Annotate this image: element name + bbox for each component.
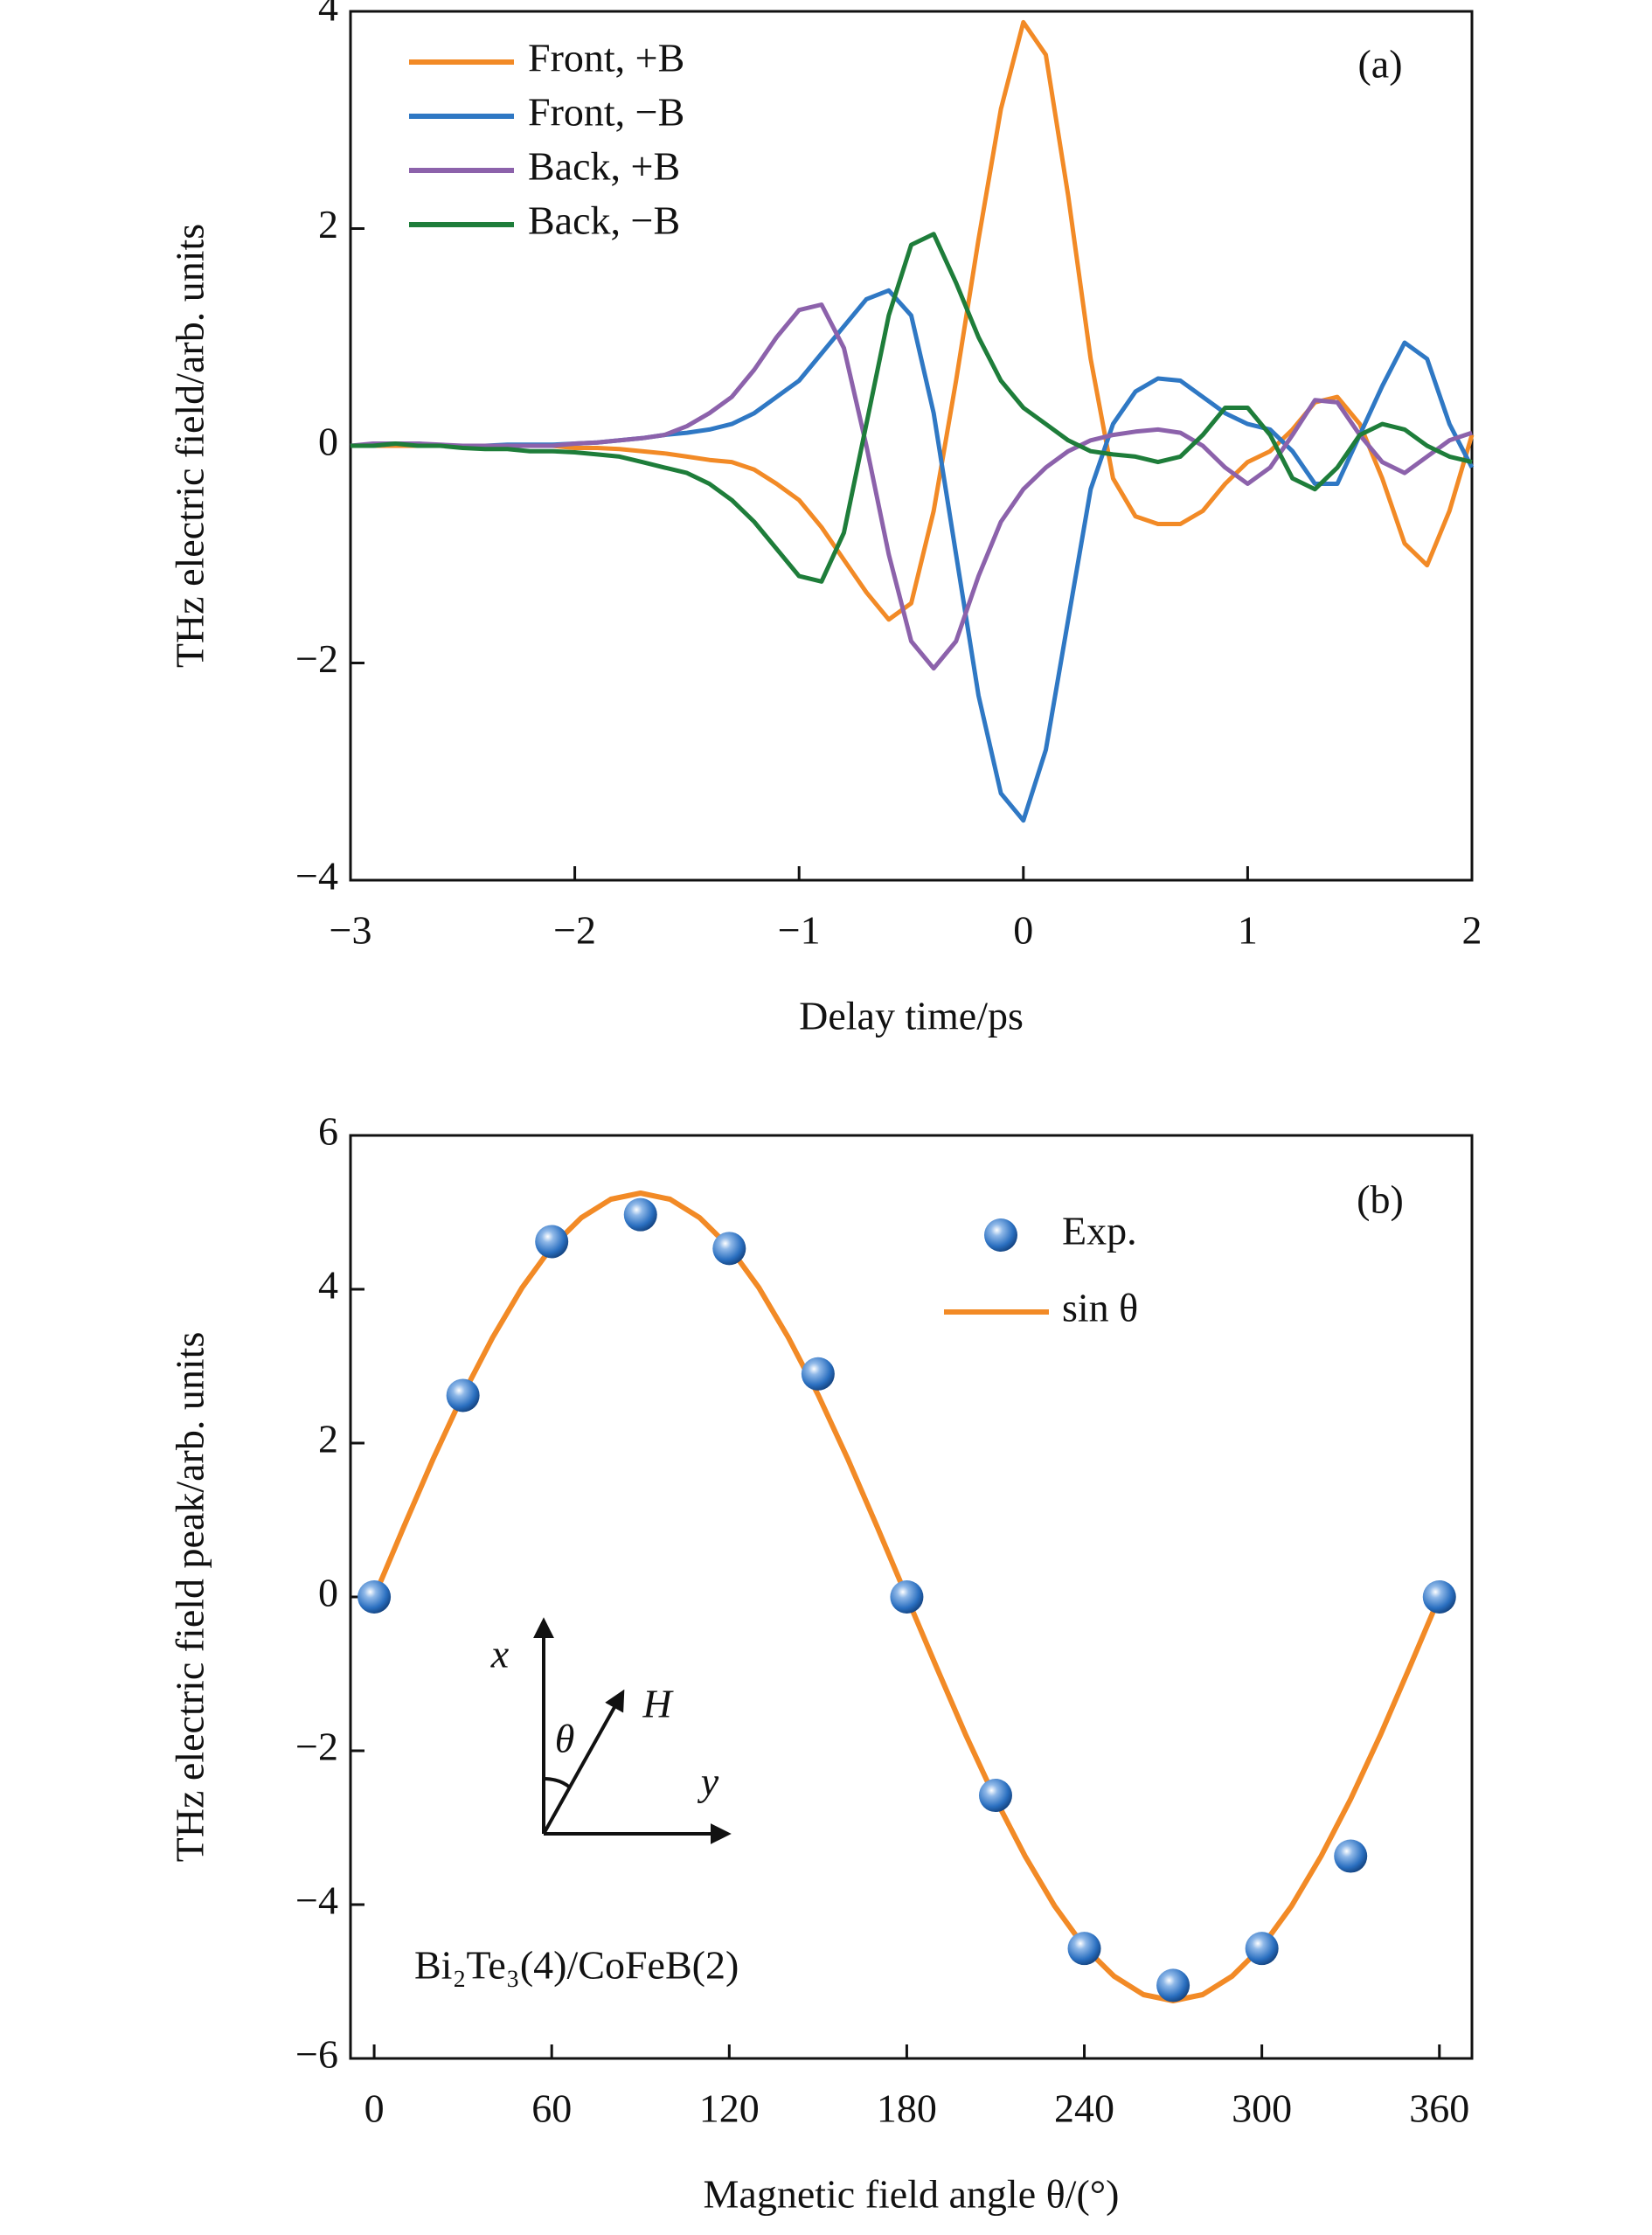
legend-label: Front, +B <box>528 36 684 80</box>
x-tick-label: 120 <box>699 2086 760 2131</box>
x-tick-label: 60 <box>531 2086 572 2131</box>
y-axis-label: THz electric field/arb. units <box>168 224 212 668</box>
data-line <box>351 232 1473 584</box>
legend-swatch <box>984 1218 1017 1252</box>
y-tick-label: −2 <box>295 1725 338 1769</box>
x-tick-label: 180 <box>877 2086 937 2131</box>
data-point <box>1334 1839 1368 1873</box>
annotation: H <box>642 1682 674 1726</box>
data-point <box>890 1580 924 1614</box>
legend-label: Front, −B <box>528 90 684 135</box>
x-tick-label: 360 <box>1409 2086 1469 2131</box>
data-point <box>446 1378 480 1412</box>
y-tick-label: −4 <box>295 854 338 899</box>
legend-label: Back, +B <box>528 144 680 189</box>
y-axis-label: THz electric field peak/arb. units <box>168 1332 212 1863</box>
data-line <box>350 302 1473 671</box>
x-tick-label: −3 <box>330 908 372 953</box>
legend-label: sin θ <box>1062 1286 1138 1330</box>
data-point <box>1156 1968 1190 2002</box>
data-point <box>1245 1932 1279 1966</box>
x-tick-label: 0 <box>1013 908 1033 953</box>
annotation: Bi₂Te₃(4)/CoFeB(2) <box>414 1943 739 1988</box>
y-tick-label: 4 <box>318 1263 338 1308</box>
data-point <box>1067 1932 1101 1966</box>
legend-label: Exp. <box>1062 1209 1137 1253</box>
y-tick-label: 2 <box>318 202 338 246</box>
x-tick-label: −1 <box>778 908 821 953</box>
data-line <box>351 288 1475 823</box>
data-point <box>712 1232 746 1266</box>
annotation: (b) <box>1357 1177 1404 1222</box>
x-tick-label: 240 <box>1054 2086 1114 2131</box>
y-tick-label: 4 <box>318 0 338 30</box>
data-point <box>978 1779 1012 1813</box>
x-tick-label: −2 <box>553 908 596 953</box>
y-tick-label: 2 <box>318 1417 338 1461</box>
annotation: θ <box>555 1717 575 1761</box>
y-tick-label: 0 <box>318 1571 338 1615</box>
y-tick-label: 0 <box>318 420 338 464</box>
x-tick-label: 300 <box>1232 2086 1292 2131</box>
data-point <box>357 1580 392 1614</box>
annotation: y <box>698 1760 719 1804</box>
x-tick-label: 0 <box>364 2086 385 2131</box>
y-tick-label: −2 <box>295 636 338 681</box>
x-tick-label: 1 <box>1238 908 1258 953</box>
data-point <box>1422 1580 1456 1614</box>
data-point <box>535 1225 569 1259</box>
data-point <box>623 1197 657 1232</box>
legend-label: Back, −B <box>528 198 680 243</box>
annotation: (a) <box>1357 42 1402 87</box>
y-tick-label: 6 <box>318 1109 338 1154</box>
y-tick-label: −4 <box>295 1878 338 1923</box>
x-axis-label: Delay time/ps <box>799 994 1024 1038</box>
annotation: x <box>490 1632 510 1676</box>
inset-axes <box>533 1617 732 1844</box>
x-axis-label: Magnetic field angle θ/(°) <box>704 2172 1120 2217</box>
y-tick-label: −6 <box>295 2032 338 2077</box>
data-point <box>801 1357 835 1391</box>
x-tick-label: 2 <box>1462 908 1482 953</box>
